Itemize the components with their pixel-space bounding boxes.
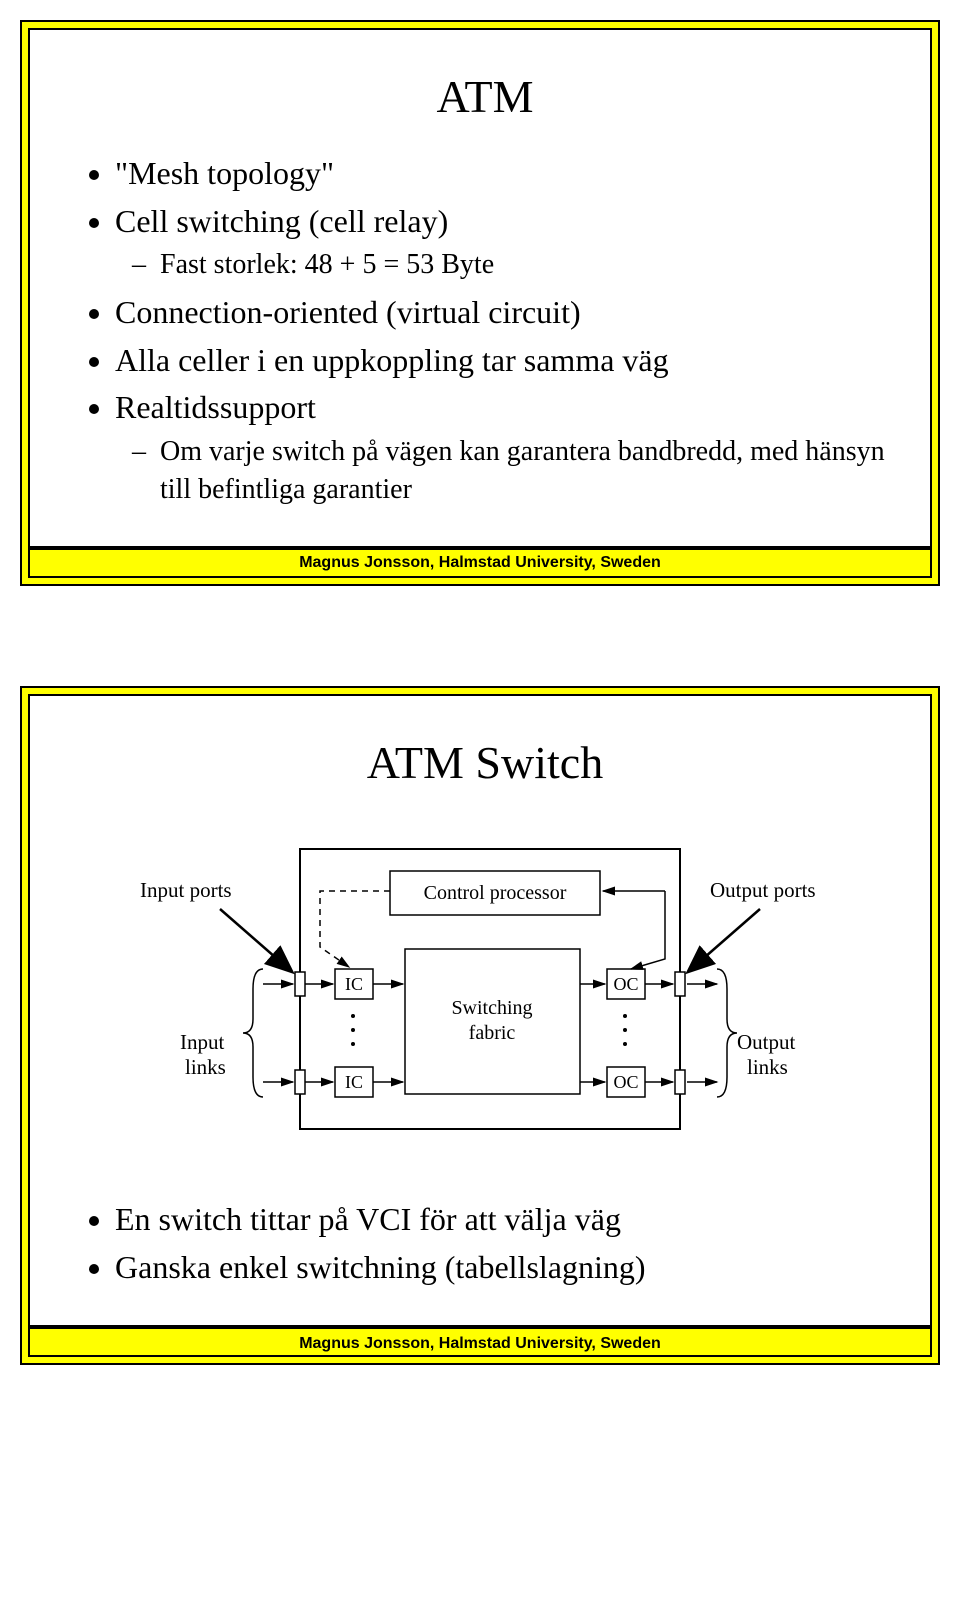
dots-icon <box>623 1014 627 1018</box>
input-port-box <box>295 1070 305 1094</box>
output-port-box <box>675 972 685 996</box>
bullet-text: Realtidssupport <box>115 389 316 425</box>
bullet-list: "Mesh topology" Cell switching (cell rel… <box>80 153 890 508</box>
output-port-box <box>675 1070 685 1094</box>
ic-label: IC <box>345 974 363 994</box>
fabric-label-2: fabric <box>469 1022 516 1044</box>
sub-list: Om varje switch på vägen kan garantera b… <box>115 433 890 509</box>
diagram-svg: Control processor Switching fabric IC IC… <box>135 819 835 1159</box>
bullet-item: Connection-oriented (virtual circuit) <box>115 292 890 334</box>
slide-title: ATM <box>80 70 890 123</box>
bullet-item: Ganska enkel switchning (tabellslagning) <box>115 1247 890 1289</box>
dashed-control-line <box>320 891 390 967</box>
fabric-label-1: Switching <box>451 997 532 1019</box>
slide-body: ATM "Mesh topology" Cell switching (cell… <box>28 28 932 548</box>
dots-icon <box>351 1042 355 1046</box>
input-port-box <box>295 972 305 996</box>
output-links-label: Output <box>737 1030 796 1054</box>
oc-label: OC <box>613 1072 638 1092</box>
oc-label: OC <box>613 974 638 994</box>
bullet-item: Alla celler i en uppkoppling tar samma v… <box>115 340 890 382</box>
dots-icon <box>351 1028 355 1032</box>
input-ports-label: Input ports <box>140 878 232 902</box>
big-arrow <box>689 909 760 971</box>
sub-item: Fast storlek: 48 + 5 = 53 Byte <box>160 246 890 284</box>
slide-atm: ATM "Mesh topology" Cell switching (cell… <box>20 20 940 586</box>
atm-switch-diagram: Control processor Switching fabric IC IC… <box>135 819 835 1159</box>
control-processor-label: Control processor <box>424 882 567 904</box>
slide-atm-switch: ATM Switch Control processor <box>20 686 940 1364</box>
input-links-label: Input <box>180 1030 224 1054</box>
ic-label: IC <box>345 1072 363 1092</box>
bullet-text: Cell switching (cell relay) <box>115 203 448 239</box>
arrow <box>631 891 665 969</box>
bullet-item: "Mesh topology" <box>115 153 890 195</box>
bullet-item: Realtidssupport Om varje switch på vägen… <box>115 387 890 508</box>
brace-left <box>243 969 263 1097</box>
dots-icon <box>623 1028 627 1032</box>
input-links-label: links <box>185 1055 226 1079</box>
sub-list: Fast storlek: 48 + 5 = 53 Byte <box>115 246 890 284</box>
sub-item: Om varje switch på vägen kan garantera b… <box>160 433 890 509</box>
slide-footer: Magnus Jonsson, Halmstad University, Swe… <box>28 548 932 578</box>
bullet-item: En switch tittar på VCI för att välja vä… <box>115 1199 890 1241</box>
brace-right <box>717 969 737 1097</box>
bullet-text: "Mesh topology" <box>115 155 334 191</box>
output-ports-label: Output ports <box>710 878 816 902</box>
big-arrow <box>220 909 291 971</box>
output-links-label: links <box>747 1055 788 1079</box>
slide-title: ATM Switch <box>80 736 890 789</box>
slide-body: ATM Switch Control processor <box>28 694 932 1326</box>
slide-footer: Magnus Jonsson, Halmstad University, Swe… <box>28 1327 932 1357</box>
bullet-item: Cell switching (cell relay) Fast storlek… <box>115 201 890 284</box>
dots-icon <box>623 1042 627 1046</box>
dots-icon <box>351 1014 355 1018</box>
bullet-list: En switch tittar på VCI för att välja vä… <box>80 1199 890 1288</box>
